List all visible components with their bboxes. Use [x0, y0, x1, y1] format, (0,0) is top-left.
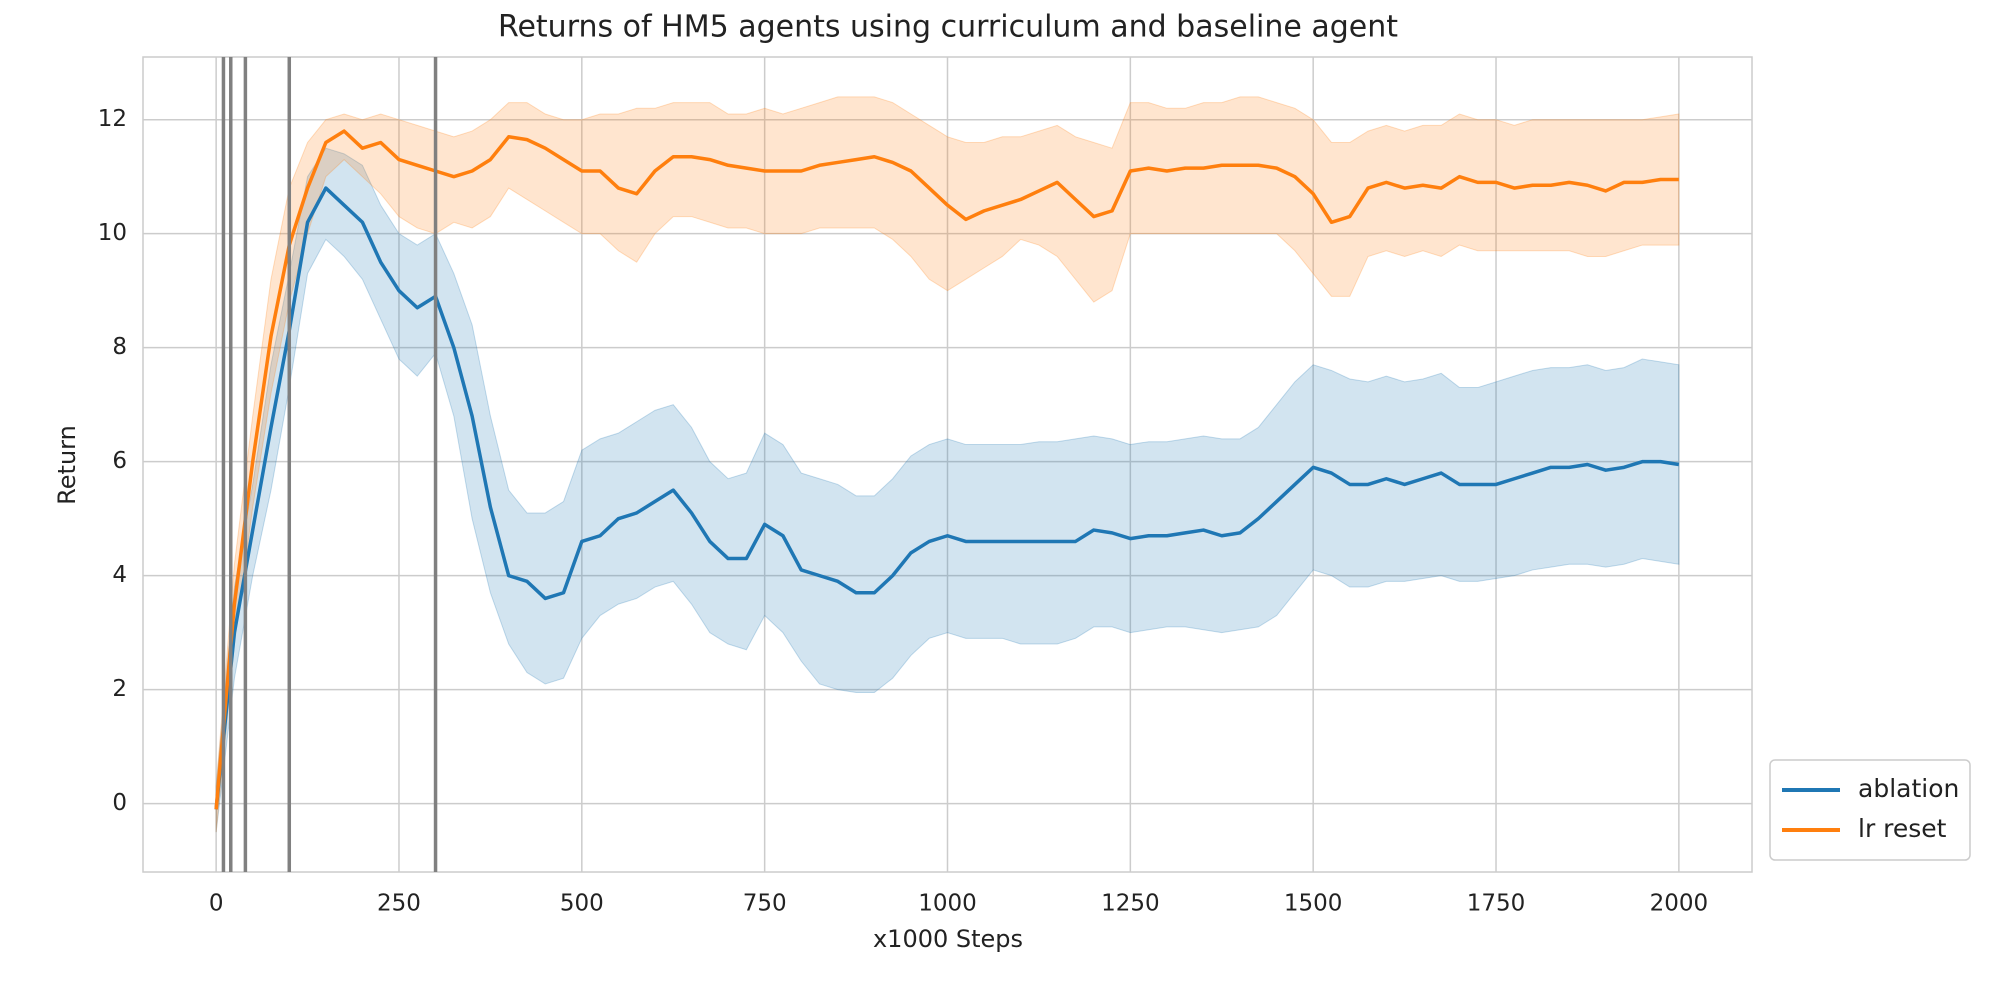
x-axis-label: x1000 Steps: [873, 925, 1023, 953]
legend-label: lr reset: [1858, 814, 1947, 843]
legend: ablation lr reset: [1769, 759, 1971, 861]
x-tick-label: 1000: [918, 891, 977, 917]
x-tick-label: 500: [560, 891, 604, 917]
confidence-band: [215, 147, 1680, 833]
y-tick-label: 6: [112, 448, 127, 474]
y-tick-label: 4: [112, 562, 127, 588]
x-tick-label: 250: [377, 891, 421, 917]
y-tick-label: 2: [112, 676, 127, 702]
chart-title: Returns of HM5 agents using curriculum a…: [498, 10, 1398, 45]
series-line: [214, 129, 1679, 810]
x-tick-label: 0: [209, 891, 224, 917]
y-tick-label: 10: [98, 220, 127, 246]
legend-box: [1769, 759, 1971, 861]
y-tick-label: 0: [112, 790, 127, 816]
y-tick-label: 8: [112, 334, 127, 360]
x-tick-label: 1750: [1467, 891, 1526, 917]
x-tick-label: 1500: [1284, 891, 1343, 917]
series-line: [214, 186, 1680, 810]
grid: [143, 57, 1752, 872]
y-axis-label: Return: [53, 425, 81, 505]
y-tick-label: 12: [98, 106, 127, 132]
x-tick-label: 1250: [1101, 891, 1160, 917]
x-tick-label: 750: [743, 891, 787, 917]
legend-label: ablation: [1858, 774, 1959, 803]
confidence-band: [215, 96, 1680, 833]
x-tick-label: 2000: [1650, 891, 1709, 917]
